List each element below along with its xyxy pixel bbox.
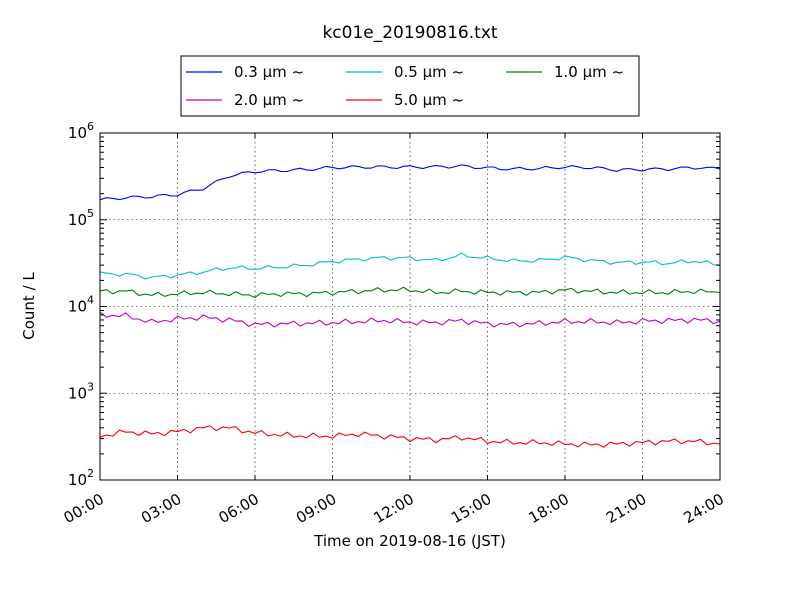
grid-layer bbox=[100, 133, 720, 480]
series-line bbox=[99, 311, 721, 328]
y-axis: 102 103 104 105 106 bbox=[68, 120, 720, 489]
legend-label: 1.0 μm ~ bbox=[554, 63, 624, 81]
series-layer bbox=[99, 164, 721, 448]
legend-label: 0.3 μm ~ bbox=[234, 63, 304, 81]
legend-label: 2.0 μm ~ bbox=[234, 91, 304, 109]
chart-title: kc01e_20190816.txt bbox=[322, 23, 497, 43]
legend-box bbox=[180, 55, 640, 117]
y-tick-label: 105 bbox=[68, 207, 94, 229]
legend-label: 5.0 μm ~ bbox=[394, 91, 464, 109]
series-line bbox=[99, 286, 721, 299]
y-tick-label: 104 bbox=[68, 294, 94, 316]
series-line bbox=[99, 164, 721, 201]
y-tick-label: 103 bbox=[68, 380, 94, 402]
legend: 0.3 μm ~ 0.5 μm ~ 1.0 μm ~ 2.0 μm ~ 5.0 μm ~ bbox=[180, 55, 640, 117]
x-axis-label: Time on 2019-08-16 (JST) bbox=[313, 532, 506, 550]
y-axis-label: Count / L bbox=[20, 272, 38, 340]
y-tick-label: 102 bbox=[68, 467, 94, 489]
legend-label: 0.5 μm ~ bbox=[394, 63, 464, 81]
series-line bbox=[99, 252, 721, 280]
series-line bbox=[99, 425, 721, 448]
y-tick-label: 106 bbox=[68, 120, 94, 142]
